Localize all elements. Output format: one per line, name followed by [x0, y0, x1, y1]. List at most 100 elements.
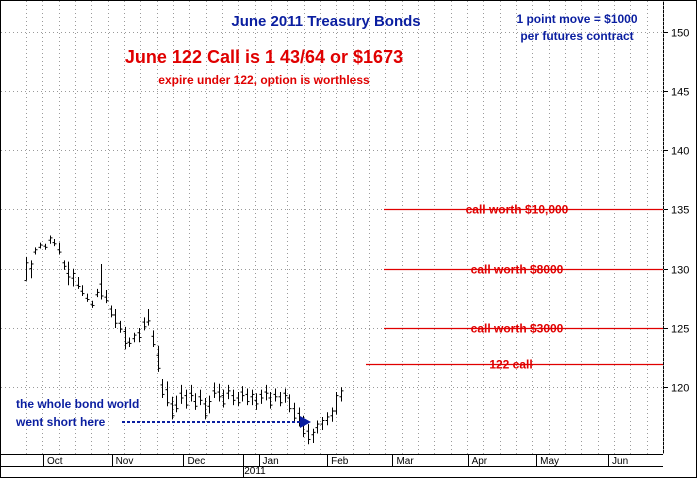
price-bar-8: [62, 260, 67, 270]
price-bar-41: [217, 383, 222, 402]
short-arrow-head: [300, 416, 311, 428]
price-bar-31: [170, 396, 175, 420]
y-tick-label-135: 135: [671, 205, 689, 217]
price-bar-37: [198, 389, 203, 406]
price-bar-0: [24, 256, 29, 282]
price-bar-47: [245, 388, 250, 406]
price-bar-3: [38, 242, 43, 249]
y-tick-label-120: 120: [671, 383, 689, 395]
point-note-line-2: per futures contract: [520, 29, 633, 43]
price-bar-22: [127, 337, 132, 347]
price-bar-44: [231, 389, 236, 406]
price-bar-64: [325, 412, 330, 426]
price-bar-9: [66, 261, 71, 286]
price-bar-46: [240, 386, 245, 402]
price-bar-14: [90, 300, 95, 308]
level-label-130: call worth $8000: [471, 263, 564, 277]
price-bar-34: [184, 389, 189, 409]
price-bar-50: [259, 389, 264, 404]
price-bar-29: [160, 378, 165, 398]
level-label-122: 122 call: [489, 358, 532, 372]
x-tick-label-May: May: [540, 456, 559, 467]
price-bar-36: [193, 393, 198, 410]
x-tick-label-Jun: Jun: [612, 456, 628, 467]
price-bar-54: [278, 392, 283, 407]
price-bar-39: [207, 395, 212, 414]
price-bar-21: [123, 326, 128, 350]
y-tick-label-125: 125: [671, 324, 689, 336]
x-tick-label-Oct: Oct: [47, 456, 63, 467]
x-tick-label-Jan: Jan: [263, 456, 279, 467]
price-bar-67: [339, 387, 344, 402]
price-bar-61: [311, 428, 316, 444]
price-bar-2: [33, 247, 38, 255]
y-tick-label-150: 150: [671, 28, 689, 40]
price-bar-48: [250, 389, 255, 406]
price-bar-15: [95, 288, 100, 298]
arrow-note-line-2: went short here: [15, 415, 106, 429]
price-bar-18: [109, 305, 114, 318]
chart-subtitle: June 122 Call is 1 43/64 or $1673: [125, 47, 403, 67]
price-bar-57: [292, 402, 297, 422]
price-bar-26: [146, 309, 151, 326]
y-tick-label-130: 130: [671, 265, 689, 277]
price-bar-23: [132, 332, 137, 343]
price-bar-35: [189, 384, 194, 402]
price-bar-56: [287, 394, 292, 413]
price-bar-63: [320, 416, 325, 430]
price-bar-10: [71, 268, 76, 287]
price-bar-24: [137, 328, 142, 343]
year-label: 2011: [244, 466, 266, 477]
price-bar-45: [236, 392, 241, 407]
price-bar-17: [104, 290, 109, 304]
price-bar-27: [151, 330, 156, 347]
level-label-135: call worth $10,000: [466, 203, 569, 217]
price-bar-65: [330, 407, 335, 422]
price-bar-11: [76, 277, 81, 289]
price-bar-5: [48, 235, 53, 244]
x-tick-label-Nov: Nov: [116, 456, 134, 467]
price-bar-12: [80, 285, 85, 296]
x-tick-labels: Oct Nov Dec Jan Feb Mar Apr May Jun: [43, 454, 628, 467]
x-tick-label-Feb: Feb: [331, 456, 349, 467]
price-bar-42: [221, 389, 226, 408]
price-bar-51: [264, 384, 269, 401]
y-tick-label-145: 145: [671, 87, 689, 99]
level-label-125: call worth $3000: [471, 322, 564, 336]
y-tick-labels: 120 125 130 135 140 145 150: [671, 28, 689, 395]
price-bar-4: [43, 243, 48, 250]
price-bar-38: [203, 397, 208, 420]
price-bar-25: [142, 317, 147, 331]
price-bar-19: [113, 309, 118, 328]
expire-note: expire under 122, option is worthless: [158, 73, 370, 87]
price-bar-7: [57, 242, 62, 255]
price-bar-52: [268, 392, 273, 409]
arrow-note-line-1: the whole bond world: [16, 397, 139, 411]
price-bar-16: [99, 263, 104, 300]
price-bar-60: [306, 424, 311, 445]
point-note-line-1: 1 point move = $1000: [516, 12, 637, 26]
price-bar-62: [315, 420, 320, 434]
x-tick-label-Dec: Dec: [187, 456, 205, 467]
price-bar-55: [283, 388, 288, 403]
price-bar-1: [29, 260, 34, 279]
price-bar-20: [118, 320, 123, 333]
grid-horizontal: [1, 32, 668, 388]
chart-title: June 2011 Treasury Bonds: [231, 13, 420, 30]
price-bar-33: [179, 384, 184, 404]
y-tick-label-140: 140: [671, 146, 689, 158]
price-bar-32: [174, 395, 179, 413]
x-tick-label-Apr: Apr: [472, 456, 488, 467]
price-bar-49: [254, 393, 259, 410]
price-bar-13: [85, 293, 90, 302]
price-bar-40: [212, 382, 217, 398]
level-lines: call worth $10,000 call worth $8000 call w…: [366, 203, 663, 372]
price-bar-6: [52, 239, 57, 247]
price-bar-28: [156, 345, 161, 372]
price-bar-53: [273, 388, 278, 402]
x-tick-label-Mar: Mar: [396, 456, 414, 467]
price-bar-66: [334, 392, 339, 415]
